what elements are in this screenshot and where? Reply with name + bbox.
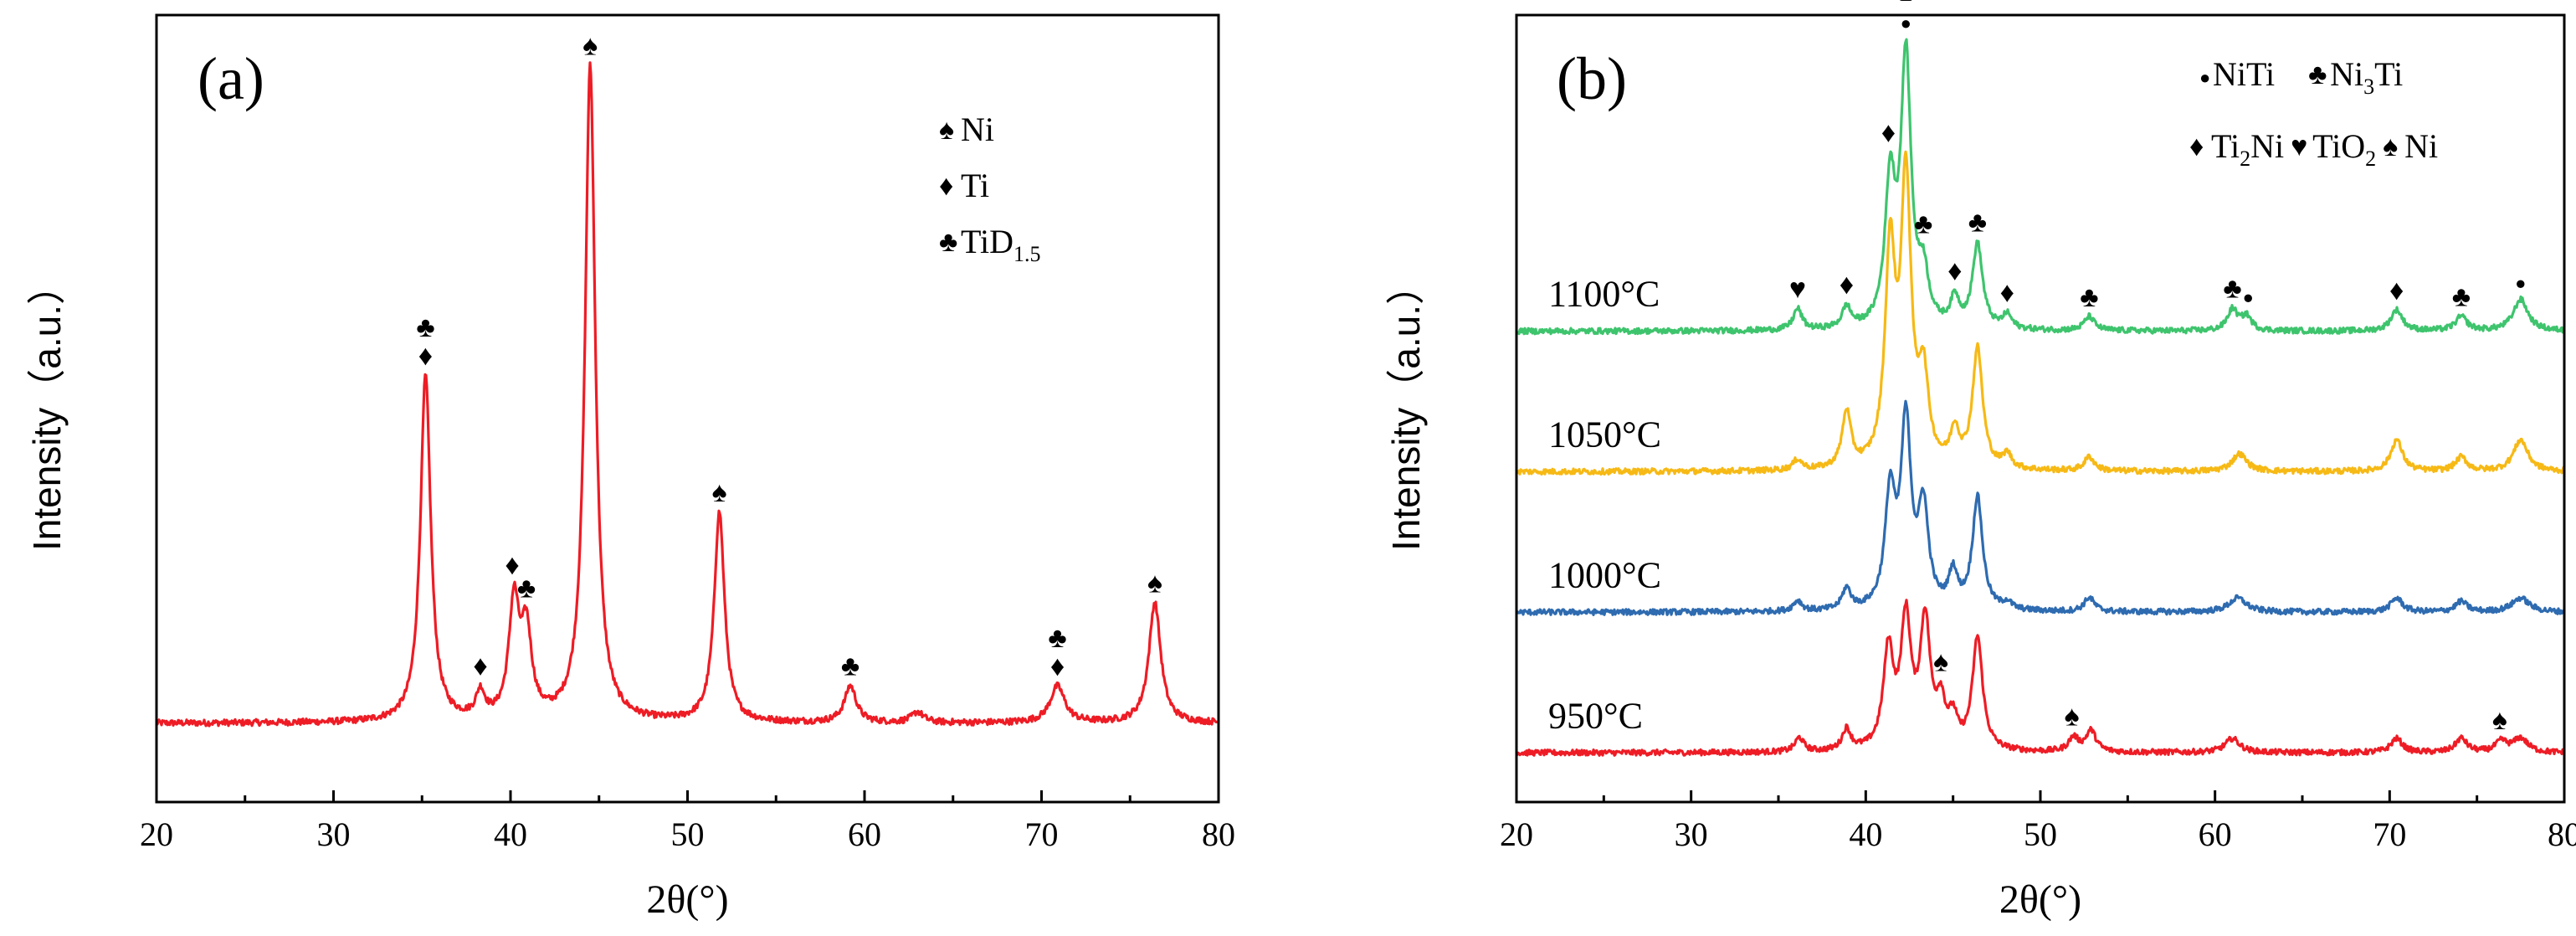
legend-club-icon: ♣ xyxy=(2308,59,2327,90)
legend-label: Ti2Ni xyxy=(2211,127,2284,171)
legend-diamond-icon: ♦ xyxy=(939,171,953,202)
x-tick-label: 80 xyxy=(1202,815,1235,853)
panel-label: (b) xyxy=(1557,45,1627,112)
legend-label: Ni3Ti xyxy=(2330,55,2403,99)
dot-marker: ● xyxy=(2243,286,2254,307)
series-label: 1050°C xyxy=(1548,414,1661,455)
x-tick-label: 70 xyxy=(1025,815,1059,853)
x-tick-label: 40 xyxy=(1849,815,1882,853)
legend-dot-icon: ● xyxy=(2199,67,2210,88)
club-marker: ♣ xyxy=(1968,208,1987,239)
y-axis-label: Intensity（a.u.） xyxy=(25,266,69,551)
club-marker: ♣ xyxy=(1896,0,1915,8)
series-line-1100-c xyxy=(1515,38,2565,336)
diamond-marker: ♦ xyxy=(2000,277,2014,308)
x-tick-label: 80 xyxy=(2548,815,2576,853)
panel-a: 20 30 40 50 60 70 802θ(°)Intensity（a.u.）(a)♦♣♦… xyxy=(25,13,1235,922)
spade-marker: ♠ xyxy=(1933,647,1948,678)
legend-spade-icon: ♠ xyxy=(939,115,954,146)
club-marker: ♣ xyxy=(841,651,860,682)
dot-marker: ● xyxy=(1901,13,1911,33)
diamond-marker: ♦ xyxy=(473,651,487,681)
diamond-marker: ♦ xyxy=(1881,118,1896,149)
spade-marker: ♠ xyxy=(582,31,598,62)
heart-marker: ♥ xyxy=(1789,274,1806,305)
x-tick-label: 30 xyxy=(1675,815,1708,853)
club-marker: ♣ xyxy=(2223,273,2241,304)
club-marker: ♣ xyxy=(2452,282,2471,313)
legend: ● NiTi ♣ Ni3Ti ♦ Ti2Ni ♥ TiO2 ♠ Ni xyxy=(2189,55,2438,171)
panel-label: (a) xyxy=(198,45,264,112)
x-tick-label: 20 xyxy=(140,815,173,853)
legend-label: TiO2 xyxy=(2312,127,2376,171)
legend-label: TiD1.5 xyxy=(961,223,1041,266)
legend: ♠ Ni ♦ Ti♣ TiD1.5 xyxy=(939,111,1041,266)
diamond-marker: ♦ xyxy=(505,550,519,581)
panel-b: 950°C 1000°C 1050°C 1100°C 20 30 40 50 60 70 80 2θ(… xyxy=(1384,0,2576,922)
diamond-marker: ♦ xyxy=(1050,651,1065,682)
legend-spade-icon: ♠ xyxy=(2383,131,2398,162)
club-marker: ♣ xyxy=(517,573,536,604)
series-line-ni-ti-powder xyxy=(155,61,1220,728)
x-axis-label: 2θ(°) xyxy=(646,877,728,922)
x-tick-label: 60 xyxy=(848,815,881,853)
spade-marker: ♠ xyxy=(2065,701,2080,732)
legend-diamond-icon: ♦ xyxy=(2189,131,2204,162)
series-line-1050-c xyxy=(1515,150,2566,476)
x-tick-label: 50 xyxy=(671,815,705,853)
series-label: 1000°C xyxy=(1548,554,1661,595)
legend-label: NiTi xyxy=(2213,55,2275,93)
dot-marker: ● xyxy=(2515,273,2526,294)
series-line-1000-c xyxy=(1515,399,2566,616)
legend-club-icon: ♣ xyxy=(939,227,957,258)
spade-marker: ♠ xyxy=(1147,568,1162,599)
diamond-marker: ♦ xyxy=(2389,275,2404,306)
club-marker: ♣ xyxy=(1048,623,1066,654)
x-tick-label: 70 xyxy=(2373,815,2406,853)
series-label: 1100°C xyxy=(1548,274,1660,315)
legend-label: Ni xyxy=(961,111,994,148)
x-tick-label: 30 xyxy=(317,815,351,853)
legend-label: Ti xyxy=(961,167,989,204)
series-line-950-c xyxy=(1515,599,2566,757)
diamond-marker: ♦ xyxy=(1947,255,1962,286)
spade-marker: ♠ xyxy=(2492,705,2507,736)
club-marker: ♣ xyxy=(1914,208,1932,239)
club-marker: ♣ xyxy=(2080,282,2098,313)
series-label: 950°C xyxy=(1548,695,1643,736)
x-axis-label: 2θ(°) xyxy=(1999,877,2081,922)
x-tick-label: 60 xyxy=(2199,815,2232,853)
legend-label: Ni xyxy=(2404,127,2438,165)
y-axis-label: Intensity（a.u.） xyxy=(1384,266,1428,551)
x-tick-label: 50 xyxy=(2024,815,2057,853)
diamond-marker: ♦ xyxy=(1840,270,1854,301)
diamond-marker: ♦ xyxy=(418,341,433,372)
x-tick-label: 40 xyxy=(494,815,527,853)
spade-marker: ♠ xyxy=(712,477,727,508)
x-tick-label: 20 xyxy=(1500,815,1533,853)
club-marker: ♣ xyxy=(416,312,434,343)
legend-heart-icon: ♥ xyxy=(2291,131,2307,162)
